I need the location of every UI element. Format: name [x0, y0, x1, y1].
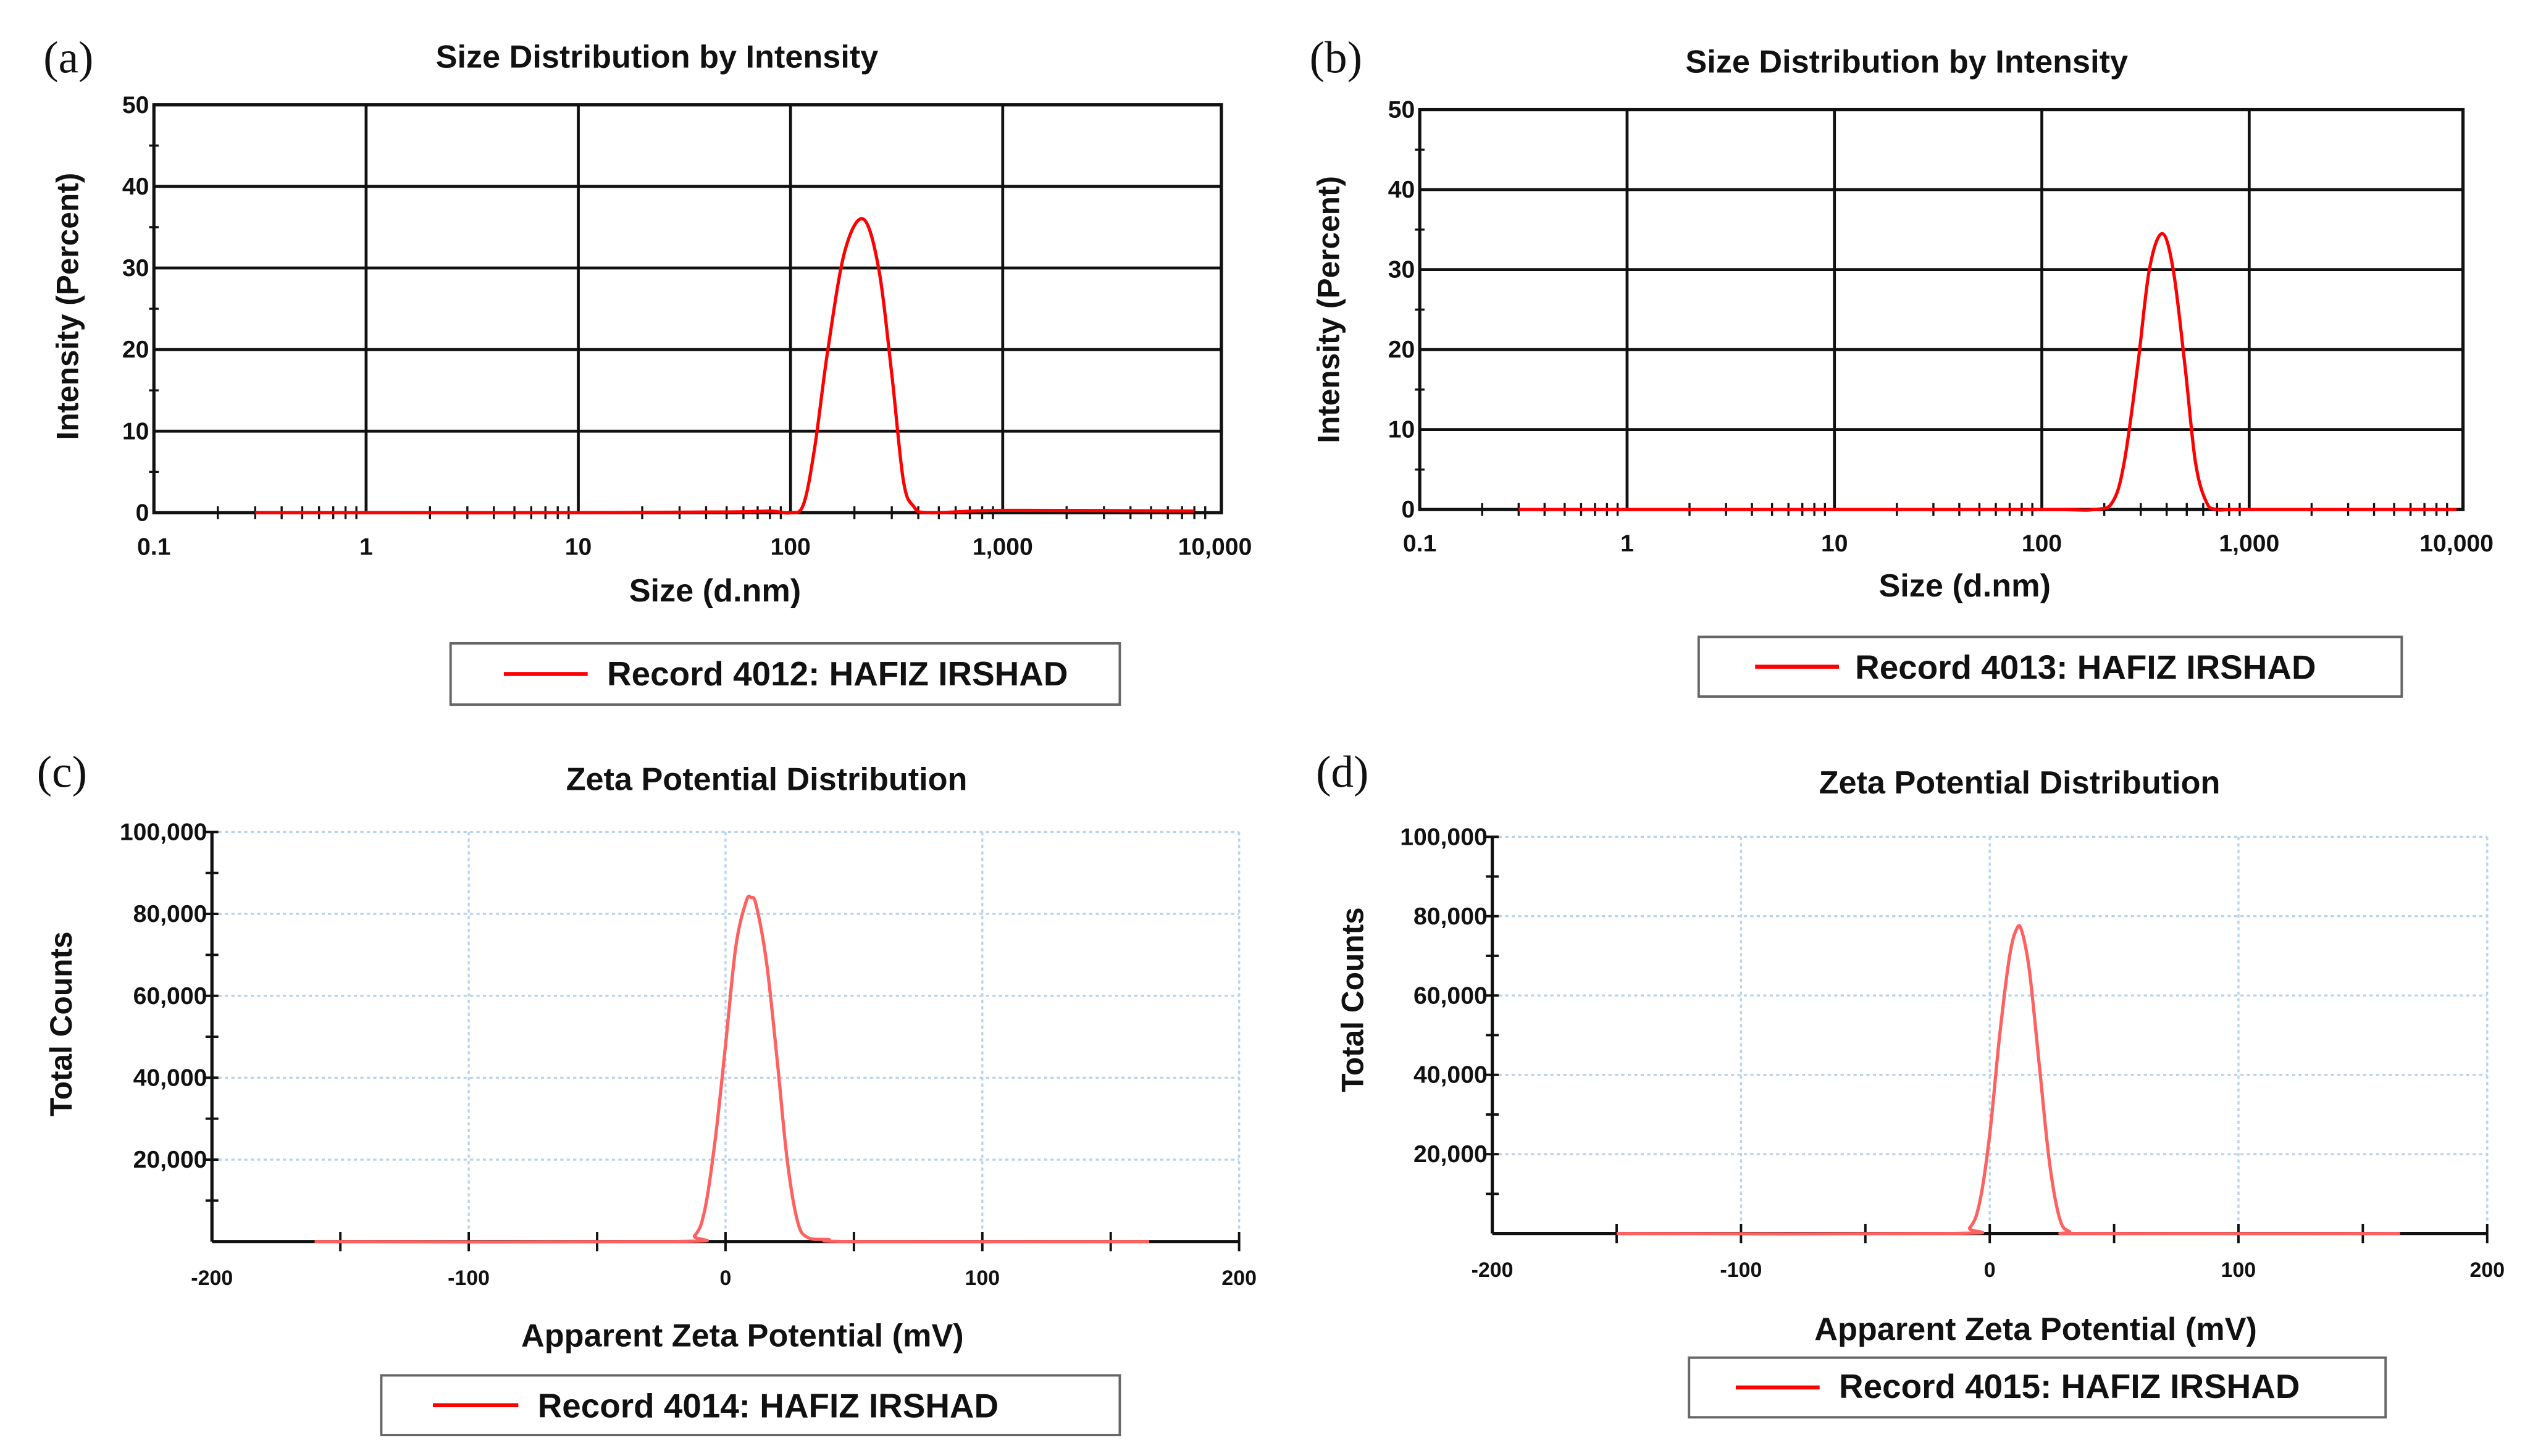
chart-panel-3: -200 -100 0 100 200 20,000 40,000 60,000 80,000 1…: [37, 747, 1257, 1437]
y-tick-label: 10: [122, 418, 149, 445]
x-tick-label: -100: [1720, 1258, 1762, 1282]
x-tick-label: 100: [771, 533, 811, 560]
y-tick-label: 80,000: [1413, 903, 1488, 930]
x-axis-label: Apparent Zeta Potential (mV): [1814, 1312, 2257, 1347]
chart-title: Zeta Potential Distribution: [1819, 765, 2221, 801]
chart-title: Zeta Potential Distribution: [566, 762, 968, 798]
y-tick-label: 60,000: [1413, 982, 1488, 1009]
x-tick-label: 200: [1221, 1266, 1257, 1290]
x-tick-label: -200: [1472, 1258, 1514, 1282]
y-tick-label: 60,000: [133, 983, 207, 1010]
y-axis-label: Intensity (Percent): [51, 173, 85, 440]
x-axis-label: Apparent Zeta Potential (mV): [521, 1318, 964, 1353]
y-axis-label: Total Counts: [1336, 907, 1370, 1092]
x-tick-label: 0.1: [137, 533, 170, 560]
y-tick-label: 20: [122, 337, 149, 363]
y-tick-label: 30: [122, 255, 149, 282]
x-tick-label: 100: [2221, 1258, 2256, 1282]
series-line: [1617, 924, 2400, 1236]
x-tick-label: 1,000: [973, 533, 1033, 560]
y-tick-label: 40,000: [1413, 1062, 1488, 1089]
x-tick-label: 1,000: [2219, 530, 2279, 557]
y-tick-label: 50: [1388, 97, 1415, 123]
y-tick-label: 20,000: [133, 1147, 207, 1173]
x-tick-label: -100: [448, 1266, 490, 1290]
y-axis-label: Intensity (Percent): [1312, 176, 1346, 443]
x-tick-label: 100: [965, 1266, 1000, 1290]
series-line: [255, 217, 1195, 515]
y-tick-label: 20: [1388, 337, 1415, 363]
y-tick-label: 10: [1388, 417, 1415, 443]
series-line: [1518, 232, 2457, 512]
y-tick-label: 40: [122, 174, 149, 200]
chart-panel-4: -200 -100 0 100 200 20,000 40,000 60,000 80,000 1…: [1316, 747, 2505, 1419]
panel-label: (c): [37, 747, 87, 797]
y-tick-label: 0: [1401, 496, 1415, 523]
y-tick-label: 80,000: [133, 901, 207, 927]
x-axis-label: Size (d.nm): [1878, 568, 2051, 604]
legend-entry: Record 4012: HAFIZ IRSHAD: [607, 655, 1068, 693]
y-tick-label: 30: [1388, 257, 1415, 283]
x-tick-label: 10,000: [1178, 533, 1252, 560]
x-tick-label: 100: [2022, 530, 2062, 557]
panel-label: (d): [1316, 747, 1368, 797]
panel-label: (a): [43, 33, 93, 83]
x-tick-label: -200: [191, 1266, 233, 1290]
x-tick-label: 0: [720, 1266, 732, 1290]
legend-entry: Record 4014: HAFIZ IRSHAD: [538, 1386, 999, 1425]
y-tick-label: 100,000: [1400, 824, 1488, 850]
y-tick-label: 0: [136, 500, 149, 526]
x-tick-label: 10,000: [2419, 530, 2494, 557]
x-tick-label: 0.1: [1403, 530, 1436, 557]
x-tick-label: 0: [1984, 1258, 1996, 1282]
y-tick-label: 100,000: [120, 819, 207, 845]
chart-title: Size Distribution by Intensity: [1685, 44, 2128, 80]
y-tick-label: 40,000: [133, 1065, 207, 1091]
x-tick-label: 200: [2469, 1258, 2505, 1282]
chart-panel-2: 0.1 1 10 100 1,000 10,000 0 10 20 30 40 50 Size Dist…: [1310, 33, 2494, 698]
panel-label: (b): [1310, 33, 1362, 83]
legend-entry: Record 4015: HAFIZ IRSHAD: [1839, 1367, 2300, 1405]
y-axis-label: Total Counts: [44, 931, 78, 1116]
x-axis-label: Size (d.nm): [629, 573, 802, 609]
x-tick-label: 1: [359, 533, 373, 560]
y-tick-label: 50: [122, 92, 149, 119]
plot-frame: [1418, 107, 2465, 511]
y-tick-label: 40: [1388, 177, 1415, 203]
x-tick-label: 10: [565, 533, 592, 560]
chart-title: Size Distribution by Intensity: [436, 40, 879, 75]
plot-frame: [152, 103, 1223, 515]
y-tick-label: 20,000: [1413, 1141, 1488, 1168]
legend-entry: Record 4013: HAFIZ IRSHAD: [1855, 648, 2316, 686]
series-line: [314, 894, 1150, 1244]
x-tick-label: 10: [1821, 530, 1848, 557]
x-tick-label: 1: [1620, 530, 1634, 557]
chart-panel-1: 0.1 1 10 100 1,000 10,000 0 10 20 30 40 50 Size Dist…: [43, 33, 1252, 706]
